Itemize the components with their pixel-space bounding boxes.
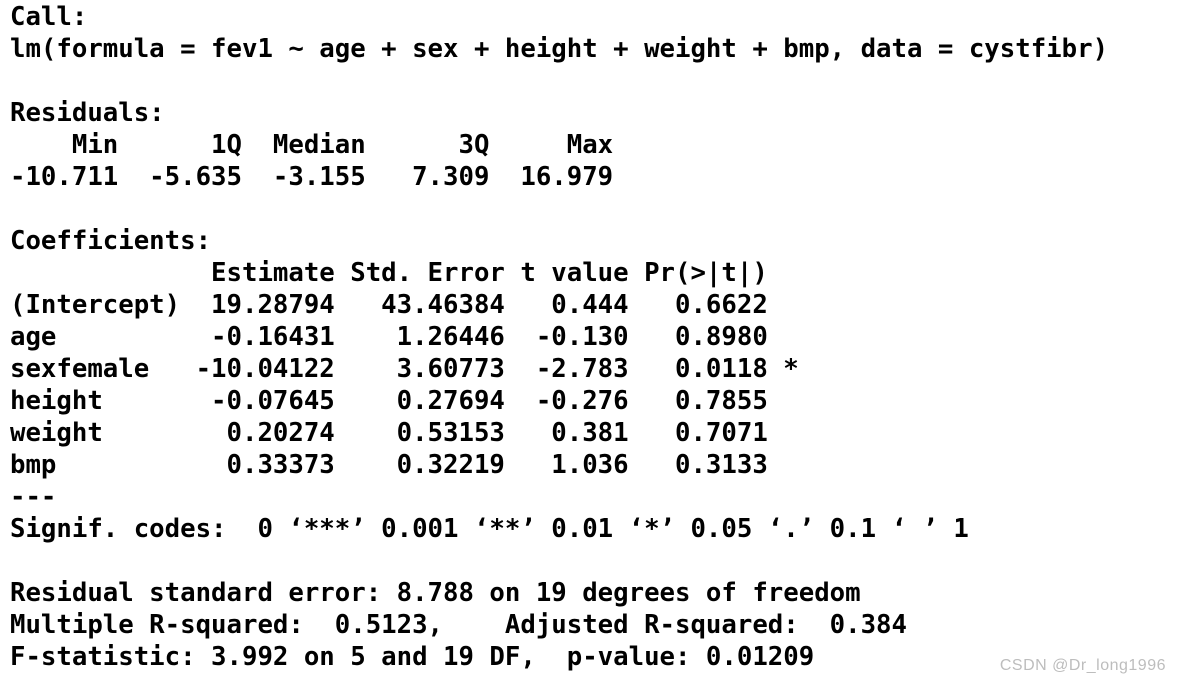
r-squared: Multiple R-squared: 0.5123, Adjusted R-s… bbox=[10, 610, 907, 640]
coefficient-row-height: height -0.07645 0.27694 -0.276 0.7855 bbox=[10, 386, 768, 416]
coefficient-row-sexfemale: sexfemale -10.04122 3.60773 -2.783 0.011… bbox=[10, 354, 799, 384]
blank bbox=[10, 545, 1178, 577]
coefficients-column-labels: Estimate Std. Error t value Pr(>|t|) bbox=[10, 258, 768, 288]
residuals-column-labels: Min 1Q Median 3Q Max bbox=[10, 130, 614, 160]
coefficient-row-weight: weight 0.20274 0.53153 0.381 0.7071 bbox=[10, 418, 768, 448]
signif-codes: Signif. codes: 0 ‘***’ 0.001 ‘**’ 0.01 ‘… bbox=[10, 514, 969, 544]
coefficient-row-intercept: (Intercept) 19.28794 43.46384 0.444 0.66… bbox=[10, 290, 768, 320]
coefficients-header: Coefficients: bbox=[10, 226, 212, 256]
call-formula: lm(formula = fev1 ~ age + sex + height +… bbox=[10, 34, 1109, 64]
r-lm-summary-output: Call: lm(formula = fev1 ~ age + sex + hei… bbox=[10, 1, 1178, 673]
blank bbox=[10, 193, 1178, 225]
residuals-values: -10.711 -5.635 -3.155 7.309 16.979 bbox=[10, 162, 614, 192]
f-statistic: F-statistic: 3.992 on 5 and 19 DF, p-val… bbox=[10, 642, 815, 672]
csdn-watermark: CSDN @Dr_long1996 bbox=[999, 657, 1166, 674]
blank bbox=[10, 65, 1178, 97]
residual-standard-error: Residual standard error: 8.788 on 19 deg… bbox=[10, 578, 861, 608]
signif-separator: --- bbox=[10, 482, 57, 512]
residuals-header: Residuals: bbox=[10, 98, 165, 128]
coefficient-row-bmp: bmp 0.33373 0.32219 1.036 0.3133 bbox=[10, 450, 768, 480]
call-header: Call: bbox=[10, 2, 88, 32]
coefficient-row-age: age -0.16431 1.26446 -0.130 0.8980 bbox=[10, 322, 768, 352]
